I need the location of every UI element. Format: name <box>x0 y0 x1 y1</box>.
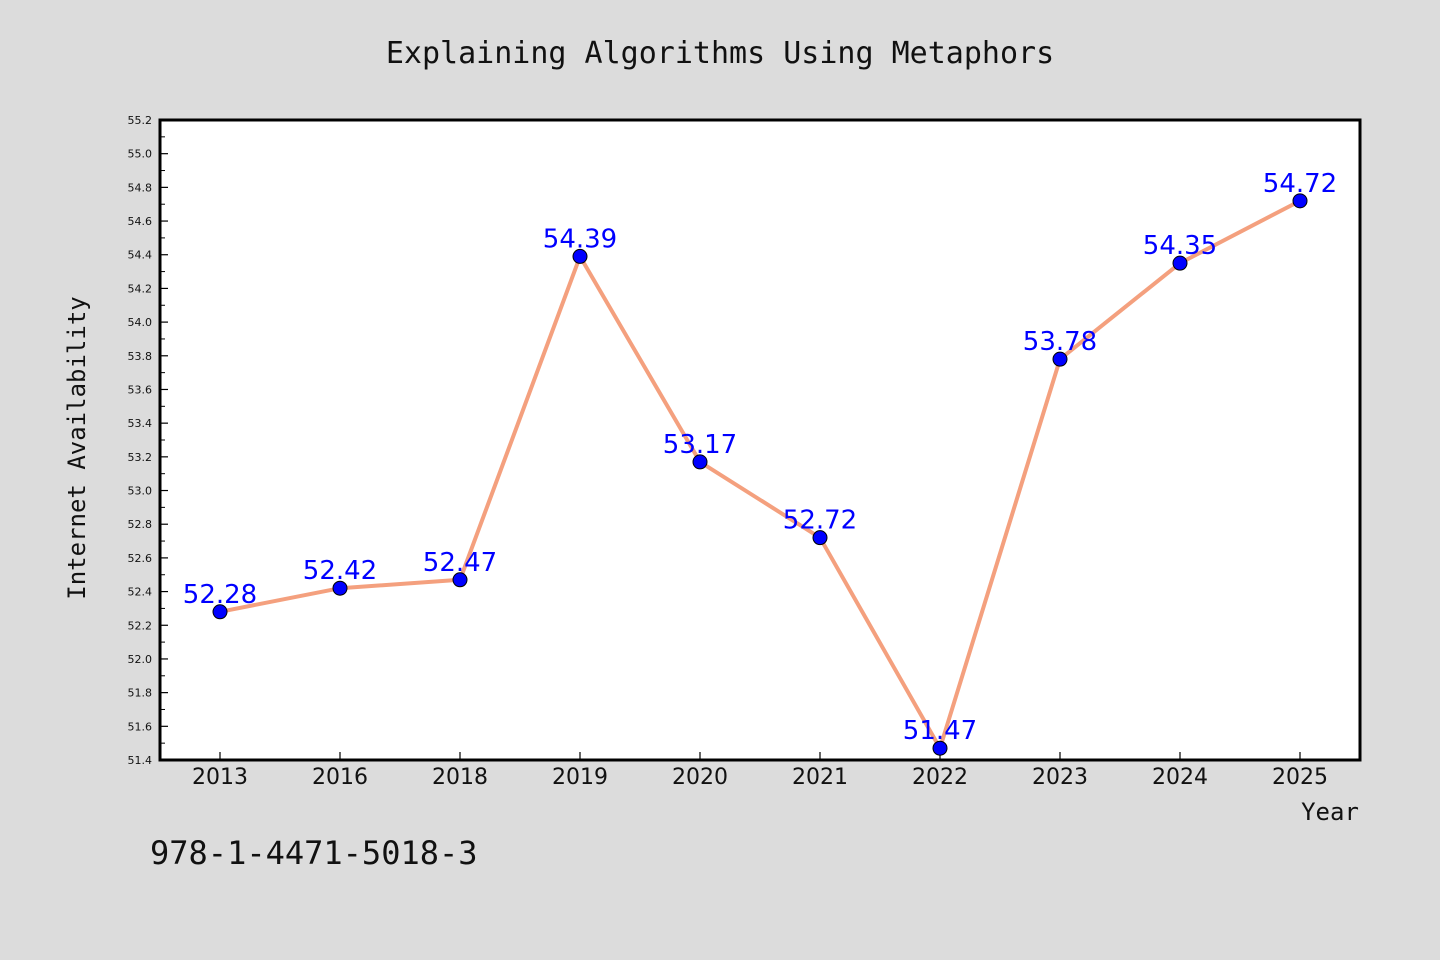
series-group: 52.28 52.42 52.47 54.39 53.17 52.72 51.47 53.78… <box>183 169 1337 756</box>
y-tick-label: 53.8 <box>128 350 153 363</box>
x-tick-label: 2021 <box>792 765 848 790</box>
plot-area <box>160 120 1360 760</box>
x-tick-label: 2023 <box>1032 765 1088 790</box>
y-tick-label: 51.6 <box>128 720 153 733</box>
data-label: 54.72 <box>1263 169 1337 199</box>
y-tick-label: 52.8 <box>128 518 153 531</box>
y-axis-label: Internet Availability <box>63 296 91 599</box>
y-tick-label: 54.8 <box>128 181 153 194</box>
data-label: 53.17 <box>663 430 737 460</box>
y-tick-label: 51.4 <box>128 754 153 767</box>
data-point <box>332 580 348 596</box>
data-point <box>1052 351 1068 367</box>
y-tick-label: 54.2 <box>128 282 153 295</box>
x-tick-label: 2025 <box>1272 765 1328 790</box>
data-point <box>1292 193 1308 209</box>
data-point <box>1172 255 1188 271</box>
data-label: 52.47 <box>423 548 497 578</box>
footer-code: 978-1-4471-5018-3 <box>150 834 478 872</box>
x-tick-label: 2013 <box>192 765 248 790</box>
chart-title: Explaining Algorithms Using Metaphors <box>386 36 1054 71</box>
data-label: 52.28 <box>183 580 257 610</box>
y-tick-label: 52.2 <box>128 619 153 632</box>
x-tick-label: 2016 <box>312 765 368 790</box>
data-label: 52.72 <box>783 506 857 536</box>
y-tick-label: 53.2 <box>128 451 153 464</box>
y-tick-label: 52.6 <box>128 552 153 565</box>
x-tick-label: 2024 <box>1152 765 1208 790</box>
y-tick-label: 52.4 <box>128 586 153 599</box>
y-tick-label: 54.6 <box>128 215 153 228</box>
y-tick-label: 53.6 <box>128 383 153 396</box>
x-tick-label: 2020 <box>672 765 728 790</box>
y-axis: 51.4 51.6 51.8 52.0 52.2 52.4 52.6 52.8 53.0 53.2… <box>128 114 168 767</box>
y-tick-label: 54.4 <box>128 249 153 262</box>
data-label: 52.42 <box>303 556 377 586</box>
data-label: 54.39 <box>543 224 617 254</box>
x-tick-label: 2022 <box>912 765 968 790</box>
data-point <box>932 740 948 756</box>
y-tick-label: 54.0 <box>128 316 153 329</box>
y-tick-label: 55.2 <box>128 114 153 127</box>
series-line <box>219 199 1301 751</box>
y-tick-label: 55.0 <box>128 148 153 161</box>
data-point <box>452 572 468 588</box>
x-axis: 2013 2016 2018 2019 2020 2021 2022 2023 2024 2025 <box>192 752 1328 790</box>
data-label: 54.35 <box>1143 231 1217 261</box>
data-label: 53.78 <box>1023 327 1097 357</box>
x-tick-label: 2019 <box>552 765 608 790</box>
data-point <box>212 604 228 620</box>
y-tick-label: 51.8 <box>128 687 153 700</box>
y-tick-label: 53.0 <box>128 485 153 498</box>
x-axis-label: Year <box>1301 798 1359 826</box>
y-tick-label: 53.4 <box>128 417 153 430</box>
data-point <box>812 530 828 546</box>
x-tick-label: 2018 <box>432 765 488 790</box>
data-point <box>572 248 588 264</box>
plot-frame <box>158 118 1362 762</box>
data-label: 51.47 <box>903 716 977 746</box>
y-tick-label: 52.0 <box>128 653 153 666</box>
data-point <box>692 454 708 470</box>
